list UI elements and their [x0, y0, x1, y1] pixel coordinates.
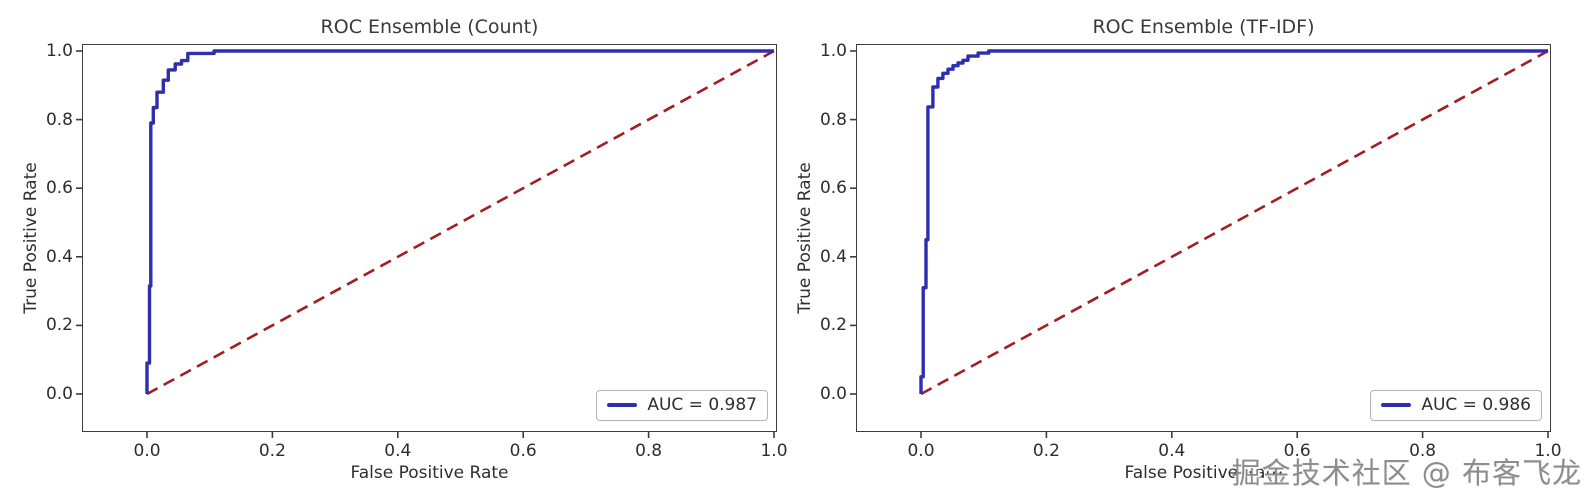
legend-line-sample: [607, 403, 638, 407]
y-tick-label: 0.4: [45, 246, 73, 267]
x-tick-label: 0.6: [509, 441, 537, 461]
legend-label: AUC = 0.987: [647, 395, 757, 415]
y-tick-label: 0.6: [819, 178, 847, 199]
x-axis-label: False Positive Rate: [1124, 463, 1283, 483]
x-tick-label: 0.4: [1158, 441, 1186, 461]
watermark-text: 掘金技术社区 @ 布客飞龙: [1231, 456, 1582, 491]
x-tick-label: 0.2: [258, 441, 286, 461]
y-tick-label: 0.0: [819, 384, 847, 404]
roc-chart-tfidf: ROC Ensemble (TF-IDF) True Positive Rate…: [795, 17, 1562, 483]
y-tick-label: 0.8: [819, 109, 847, 130]
y-tick-label: 0.0: [45, 384, 73, 404]
x-tick-label: 0.0: [133, 441, 161, 461]
legend-label: AUC = 0.986: [1421, 395, 1531, 415]
y-tick-label: 1.0: [45, 41, 73, 61]
x-axis-label: False Positive Rate: [350, 463, 509, 483]
x-tick-label: 0.4: [384, 441, 412, 461]
x-tick-label: 0.8: [635, 441, 663, 461]
roc-chart-count: ROC Ensemble (Count) True Positive Rate …: [21, 17, 788, 483]
y-axis-label: True Positive Rate: [21, 162, 41, 314]
y-tick-label: 1.0: [819, 41, 847, 61]
x-tick-label: 0.6: [1283, 441, 1311, 461]
y-tick-label: 0.2: [45, 315, 73, 336]
legend-line-sample: [1381, 403, 1412, 407]
y-axis-label: True Positive Rate: [795, 162, 815, 314]
y-tick-label: 0.2: [819, 315, 847, 336]
chart-title: ROC Ensemble (TF-IDF): [1092, 16, 1315, 38]
legend: AUC = 0.986: [1370, 390, 1542, 421]
x-tick-label: 1.0: [1534, 441, 1562, 461]
y-tick-label: 0.8: [45, 109, 73, 130]
legend: AUC = 0.987: [596, 390, 768, 421]
x-tick-label: 1.0: [760, 441, 788, 461]
y-tick-label: 0.6: [45, 178, 73, 199]
x-tick-label: 0.0: [907, 441, 935, 461]
y-tick-label: 0.4: [819, 246, 847, 267]
plot-area: [76, 49, 775, 438]
x-tick-label: 0.8: [1409, 441, 1437, 461]
plot-area: [850, 49, 1549, 438]
x-tick-label: 0.2: [1032, 441, 1060, 461]
chart-title: ROC Ensemble (Count): [320, 16, 539, 38]
